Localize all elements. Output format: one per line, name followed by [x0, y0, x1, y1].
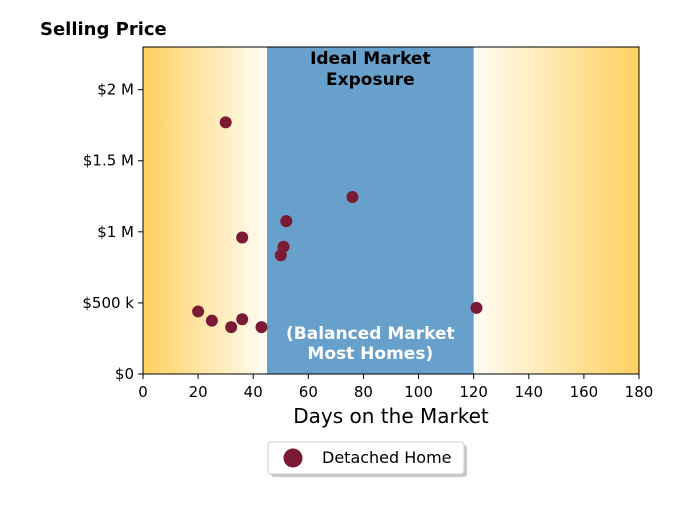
gradient-left — [143, 47, 267, 374]
x-axis: 0 20 40 60 80 100 120 140 160 180 — [138, 374, 653, 401]
data-points — [192, 116, 483, 334]
zone-label-bottom-line-1: (Balanced Market — [286, 324, 455, 344]
y-tick-label: $2 M — [97, 81, 134, 99]
zone-label-top-line-1: Ideal Market — [310, 49, 431, 69]
data-point — [346, 190, 359, 203]
x-tick-label: 20 — [189, 383, 208, 401]
data-point — [255, 321, 268, 334]
zone-label-bottom-line-2: Most Homes) — [307, 344, 433, 364]
plot-frame — [142, 46, 640, 375]
y-tick-label: $1.5 M — [83, 152, 134, 170]
y-tick-label: $500 k — [82, 294, 134, 312]
data-point — [205, 314, 218, 327]
plot-background — [143, 47, 639, 374]
x-tick-label: 40 — [244, 383, 263, 401]
data-point — [225, 321, 238, 334]
x-tick-label: 180 — [625, 383, 654, 401]
legend-marker-detached-home — [283, 448, 303, 468]
x-tick-label: 60 — [299, 383, 318, 401]
data-point — [280, 215, 293, 228]
x-tick-label: 120 — [459, 383, 488, 401]
y-axis: $0 $500 k $1 M $1.5 M $2 M — [82, 81, 143, 383]
data-point — [277, 240, 290, 253]
zone-label-top-line-2: Exposure — [326, 70, 415, 90]
data-point — [470, 301, 483, 314]
x-tick-label: 160 — [570, 383, 599, 401]
x-tick-label: 0 — [138, 383, 148, 401]
x-tick-label: 100 — [404, 383, 433, 401]
data-point — [236, 313, 249, 326]
x-tick-label: 80 — [354, 383, 373, 401]
data-point — [236, 231, 249, 244]
data-point — [192, 305, 205, 318]
legend-label-detached-home: Detached Home — [322, 448, 452, 467]
gradient-right — [473, 47, 639, 374]
y-tick-label: $0 — [115, 365, 134, 383]
x-tick-label: 140 — [514, 383, 543, 401]
y-tick-label: $1 M — [97, 223, 134, 241]
chart-title: Selling Price — [40, 19, 167, 40]
x-axis-title: Days on the Market — [293, 404, 489, 428]
ideal-exposure-band — [267, 47, 474, 374]
legend: Detached Home — [267, 441, 467, 477]
data-point — [219, 116, 232, 129]
